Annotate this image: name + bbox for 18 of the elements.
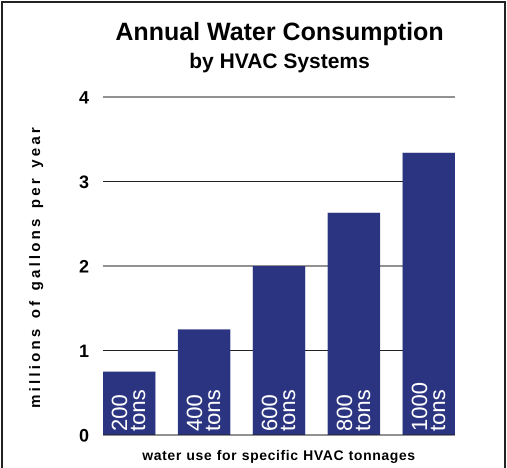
y-tick-label: 2: [78, 256, 89, 276]
x-tick-label: 1000 tons: [406, 382, 450, 431]
x-axis-title: water use for specific HVAC tonnages: [141, 447, 416, 463]
y-tick-label: 0: [78, 425, 89, 446]
bar: [252, 266, 306, 435]
x-tick-label: 200 tons: [107, 389, 150, 431]
bar: [328, 212, 380, 435]
bar: [178, 329, 230, 435]
x-tick-label: 800 tons: [332, 389, 375, 431]
y-tick-label: 4: [78, 87, 89, 108]
y-axis-title: millions of gallons per year: [27, 124, 44, 408]
x-tick-label: 600 tons: [257, 389, 300, 431]
y-tick-label: 3: [78, 172, 89, 192]
chart-subtitle: by HVAC Systems: [189, 50, 370, 73]
bar: [402, 152, 455, 435]
x-tick-label: 400 tons: [182, 389, 226, 431]
chart-title: Annual Water Consumption: [115, 18, 444, 46]
y-tick-label: 1: [78, 340, 89, 361]
